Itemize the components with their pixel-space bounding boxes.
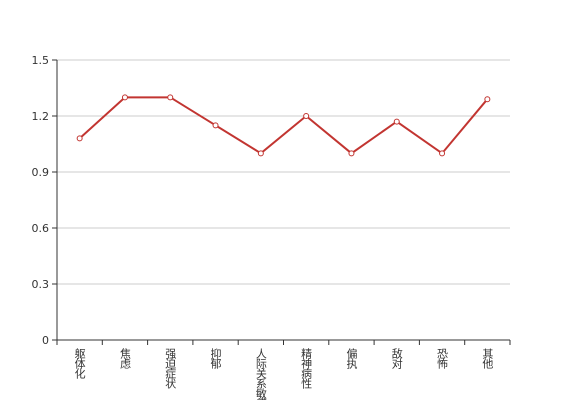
y-tick-label: 1.5	[32, 54, 50, 67]
point	[439, 150, 446, 157]
y-tick-label: 1.2	[32, 110, 50, 123]
x-tick-label: 抑郁	[209, 347, 222, 369]
y-tick-label: 0	[42, 334, 49, 347]
y-tick-label: 0.6	[32, 222, 50, 235]
point	[212, 122, 219, 129]
x-tick-label: 恐怖	[436, 348, 449, 369]
x-tick-label: 偏执	[345, 347, 358, 370]
point	[257, 150, 264, 157]
x-tick-label: 人际关系敏感	[254, 348, 267, 400]
y-tick-label: 0.9	[32, 166, 50, 179]
point	[303, 113, 310, 119]
x-tick-label: 强迫症状	[164, 348, 177, 389]
point	[167, 94, 174, 101]
x-tick-label: 躯体化	[73, 348, 86, 380]
point	[348, 150, 355, 157]
x-tick-label: 精神病性	[300, 348, 313, 390]
point	[121, 94, 128, 101]
point	[76, 135, 83, 142]
x-tick-label: 其他	[481, 348, 494, 369]
y-tick-label: 0.3	[32, 278, 50, 291]
point	[484, 96, 491, 103]
point	[393, 118, 400, 125]
x-tick-label: 焦虑	[118, 348, 131, 369]
x-tick-label: 敌对	[390, 347, 403, 369]
line	[78, 96, 489, 155]
